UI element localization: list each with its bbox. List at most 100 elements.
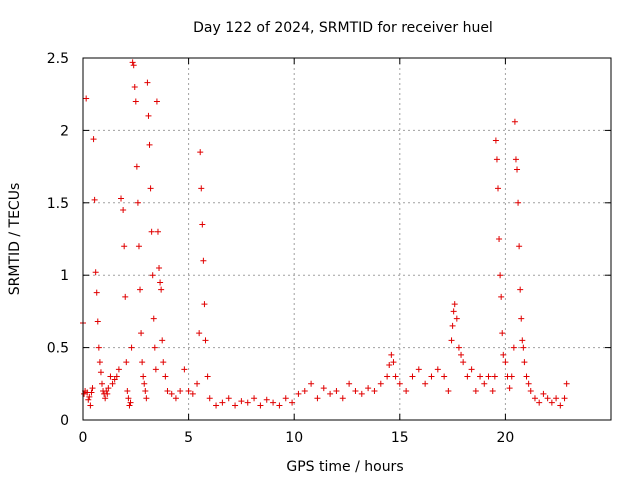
data-point (121, 243, 128, 250)
data-point (244, 399, 251, 406)
data-point (143, 395, 150, 402)
data-point (141, 380, 148, 387)
data-point (145, 112, 152, 119)
data-point (384, 373, 391, 380)
data-point (386, 361, 393, 368)
data-point (493, 156, 500, 163)
data-point (460, 359, 467, 366)
data-point (96, 359, 103, 366)
data-point (449, 322, 456, 329)
data-point (365, 385, 372, 392)
data-point (561, 395, 568, 402)
y-tick-label: 2 (60, 123, 69, 139)
data-point (485, 373, 492, 380)
data-point (128, 344, 135, 351)
data-point (295, 390, 302, 397)
data-point (225, 395, 232, 402)
data-point (129, 59, 136, 66)
data-point (206, 395, 213, 402)
data-point (150, 315, 157, 322)
data-point (506, 385, 513, 392)
data-point (519, 337, 526, 344)
data-point (491, 373, 498, 380)
data-point (123, 359, 130, 366)
data-point (124, 388, 131, 395)
data-point (257, 402, 264, 409)
x-tick-label: 5 (184, 430, 193, 446)
data-point (518, 315, 525, 322)
data-point (204, 373, 211, 380)
data-point (93, 289, 100, 296)
data-point (409, 373, 416, 380)
data-point (202, 337, 209, 344)
data-point (481, 380, 488, 387)
data-point (120, 207, 127, 214)
data-point (87, 402, 94, 409)
y-tick-label: 1 (60, 268, 69, 284)
data-point (540, 390, 547, 397)
data-point (83, 95, 90, 102)
data-point (201, 301, 208, 308)
data-point (352, 388, 359, 395)
data-point (86, 393, 93, 400)
data-point (148, 228, 155, 235)
data-point (458, 351, 465, 358)
data-point (130, 62, 137, 69)
chart-title: Day 122 of 2024, SRMTID for receiver hue… (193, 20, 493, 36)
data-point (251, 395, 258, 402)
data-point (289, 399, 296, 406)
y-tick-label: 0 (60, 413, 69, 429)
data-point (434, 366, 441, 373)
data-point (308, 380, 315, 387)
data-point (548, 399, 555, 406)
data-point (390, 359, 397, 366)
data-point (154, 228, 161, 235)
data-point (92, 269, 99, 276)
data-point (415, 366, 422, 373)
data-point (157, 279, 164, 286)
data-point (152, 366, 159, 373)
data-point (140, 373, 147, 380)
data-point (531, 395, 538, 402)
data-point (168, 390, 175, 397)
data-point (497, 272, 504, 279)
data-point (489, 388, 496, 395)
data-point (160, 359, 167, 366)
x-axis-label: GPS time / hours (286, 459, 403, 475)
data-point (232, 402, 239, 409)
y-tick-labels: 0 0.5 1 1.5 2 2.5 (47, 51, 69, 429)
data-point (536, 399, 543, 406)
data-point (133, 163, 140, 170)
data-point (134, 199, 141, 206)
data-point (445, 388, 452, 395)
data-point (502, 359, 509, 366)
data-point (200, 257, 207, 264)
data-point (194, 380, 201, 387)
data-point (371, 388, 378, 395)
y-tick-label: 1.5 (47, 196, 69, 212)
data-point (113, 373, 120, 380)
data-point (263, 396, 270, 403)
data-point (219, 399, 226, 406)
data-point (496, 236, 503, 242)
data-point (527, 388, 534, 395)
data-point (85, 396, 92, 403)
data-point (147, 185, 154, 192)
x-tick-label: 0 (79, 430, 88, 446)
data-point (122, 293, 129, 300)
data-point (151, 344, 158, 351)
data-point (515, 199, 522, 206)
data-point (512, 156, 519, 163)
data-point (109, 380, 116, 387)
data-points (80, 59, 570, 409)
data-point (198, 185, 205, 192)
data-point (159, 337, 166, 344)
data-point (139, 359, 146, 366)
x-tick-label: 15 (391, 430, 409, 446)
data-point (88, 389, 95, 396)
data-point (498, 293, 505, 300)
data-point (455, 344, 462, 351)
data-point (125, 395, 132, 402)
data-point (131, 83, 138, 90)
